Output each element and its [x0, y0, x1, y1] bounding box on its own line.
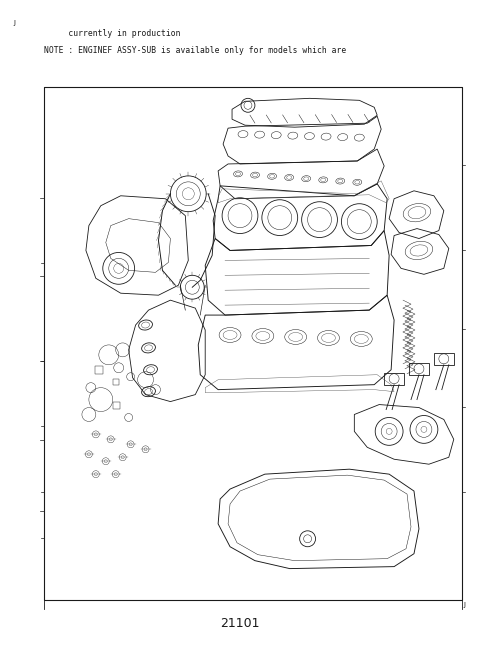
- Bar: [44, 87, 462, 600]
- Text: J: J: [464, 602, 466, 608]
- Bar: [384, 373, 404, 384]
- Bar: [434, 353, 454, 365]
- Text: J: J: [13, 20, 15, 26]
- Text: NOTE : ENGINEF ASSY-SUB is available only for models which are: NOTE : ENGINEF ASSY-SUB is available onl…: [44, 47, 347, 55]
- Bar: [409, 363, 429, 374]
- Text: currently in production: currently in production: [44, 29, 181, 37]
- Text: 21101: 21101: [220, 617, 260, 630]
- Bar: [113, 378, 119, 384]
- Bar: [95, 366, 103, 374]
- Bar: [113, 401, 120, 409]
